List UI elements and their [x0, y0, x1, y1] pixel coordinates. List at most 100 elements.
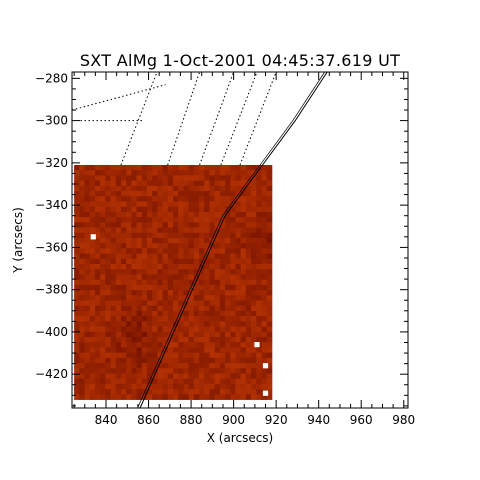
- heatmap-cell: [173, 201, 179, 208]
- heatmap-cell: [219, 357, 226, 364]
- heatmap-cell: [183, 217, 190, 223]
- heatmap-cell: [136, 394, 143, 400]
- heatmap-cell: [152, 274, 158, 281]
- heatmap-cell: [136, 222, 143, 228]
- heatmap-cell: [266, 394, 273, 400]
- heatmap-cell: [261, 378, 268, 385]
- heatmap-cell: [219, 383, 226, 390]
- heatmap-cell: [84, 253, 91, 260]
- heatmap-cell: [152, 300, 158, 307]
- heatmap-cell: [94, 248, 101, 254]
- heatmap-cell: [152, 164, 158, 171]
- heatmap-cell: [157, 264, 163, 270]
- heatmap-cell: [120, 180, 127, 187]
- heatmap-cell: [115, 331, 122, 338]
- heatmap-cell: [126, 196, 132, 202]
- heatmap-cell: [152, 373, 158, 380]
- heatmap-cell: [209, 269, 216, 275]
- heatmap-cell: [105, 180, 111, 187]
- heatmap-cell: [84, 290, 91, 296]
- heatmap-cell: [214, 196, 221, 202]
- heatmap-cell: [214, 368, 221, 374]
- heatmap-cell: [240, 305, 247, 312]
- heatmap-cell: [110, 222, 117, 228]
- heatmap-cell: [178, 264, 184, 270]
- heatmap-cell: [131, 300, 137, 307]
- heatmap-cell: [225, 347, 231, 354]
- heatmap-cell: [173, 196, 179, 202]
- heatmap-cell: [105, 394, 111, 400]
- heatmap-cell: [240, 383, 247, 390]
- heatmap-cell: [100, 175, 106, 182]
- chart-title: SXT AlMg 1-Oct-2001 04:45:37.619 UT: [80, 51, 400, 70]
- heatmap-cell: [230, 258, 236, 265]
- heatmap-image: [74, 164, 273, 400]
- heatmap-cell: [100, 316, 106, 322]
- heatmap-cell: [199, 321, 205, 327]
- heatmap-cell: [178, 347, 184, 354]
- heatmap-cell: [183, 368, 190, 374]
- heatmap-cell: [136, 185, 143, 192]
- heatmap-cell: [261, 342, 268, 348]
- heatmap-cell: [188, 368, 195, 374]
- heatmap-cell: [183, 175, 190, 182]
- heatmap-cell: [157, 363, 163, 369]
- plot-frame: [71, 71, 409, 409]
- bright-pixel: [262, 390, 269, 396]
- heatmap-cell: [105, 295, 111, 301]
- heatmap-cell: [251, 368, 257, 374]
- heatmap-cell: [146, 206, 153, 213]
- heliographic-grid-line: [220, 71, 258, 166]
- heatmap-cell: [131, 394, 137, 400]
- heatmap-cell: [162, 243, 169, 249]
- heatmap-cell: [84, 352, 91, 359]
- heatmap-cell: [214, 206, 221, 213]
- heatmap-cell: [94, 342, 101, 348]
- heatmap-cell: [115, 321, 122, 327]
- heatmap-cell: [193, 389, 200, 395]
- heatmap-cell: [152, 368, 158, 374]
- heatmap-cell: [100, 326, 106, 333]
- heatmap-cell: [74, 342, 80, 348]
- heatmap-cell: [157, 243, 163, 249]
- heatmap-cell: [136, 373, 143, 380]
- heatmap-cell: [136, 211, 143, 218]
- heatmap-cell: [266, 185, 273, 192]
- heatmap-cell: [225, 237, 231, 244]
- heatmap-cell: [261, 248, 268, 254]
- heatmap-cell: [152, 394, 158, 400]
- heatmap-cell: [167, 389, 174, 395]
- heatmap-cell: [146, 357, 153, 364]
- heatmap-cell: [256, 363, 262, 369]
- heatmap-cell: [89, 331, 96, 338]
- heatmap-cell: [79, 326, 85, 333]
- heatmap-cell: [115, 258, 122, 265]
- heatmap-cell: [167, 232, 174, 239]
- heatmap-cell: [266, 222, 273, 228]
- heatmap-cell: [94, 357, 101, 364]
- heatmap-cell: [173, 316, 179, 322]
- heatmap-cell: [74, 232, 80, 239]
- heatmap-cell: [199, 290, 205, 296]
- heatmap-cell: [141, 383, 148, 390]
- heatmap-cell: [178, 316, 184, 322]
- heatmap-cell: [193, 352, 200, 359]
- heatmap-cell: [261, 180, 268, 187]
- heatmap-cell: [183, 321, 190, 327]
- heatmap-cell: [126, 342, 132, 348]
- heatmap-cell: [146, 170, 153, 176]
- heatmap-cell: [209, 394, 216, 400]
- heatmap-cell: [183, 363, 190, 369]
- heatmap-cell: [136, 363, 143, 369]
- heatmap-cell: [199, 357, 205, 364]
- heatmap-cell: [183, 243, 190, 249]
- heatmap-cell: [199, 185, 205, 192]
- y-tick-label: −340: [35, 198, 68, 212]
- heatmap-cell: [157, 222, 163, 228]
- heatmap-cell: [261, 196, 268, 202]
- heatmap-cell: [193, 211, 200, 218]
- heatmap-cell: [79, 337, 85, 343]
- heatmap-cell: [105, 300, 111, 307]
- heatmap-cell: [204, 237, 210, 244]
- heatmap-cell: [167, 269, 174, 275]
